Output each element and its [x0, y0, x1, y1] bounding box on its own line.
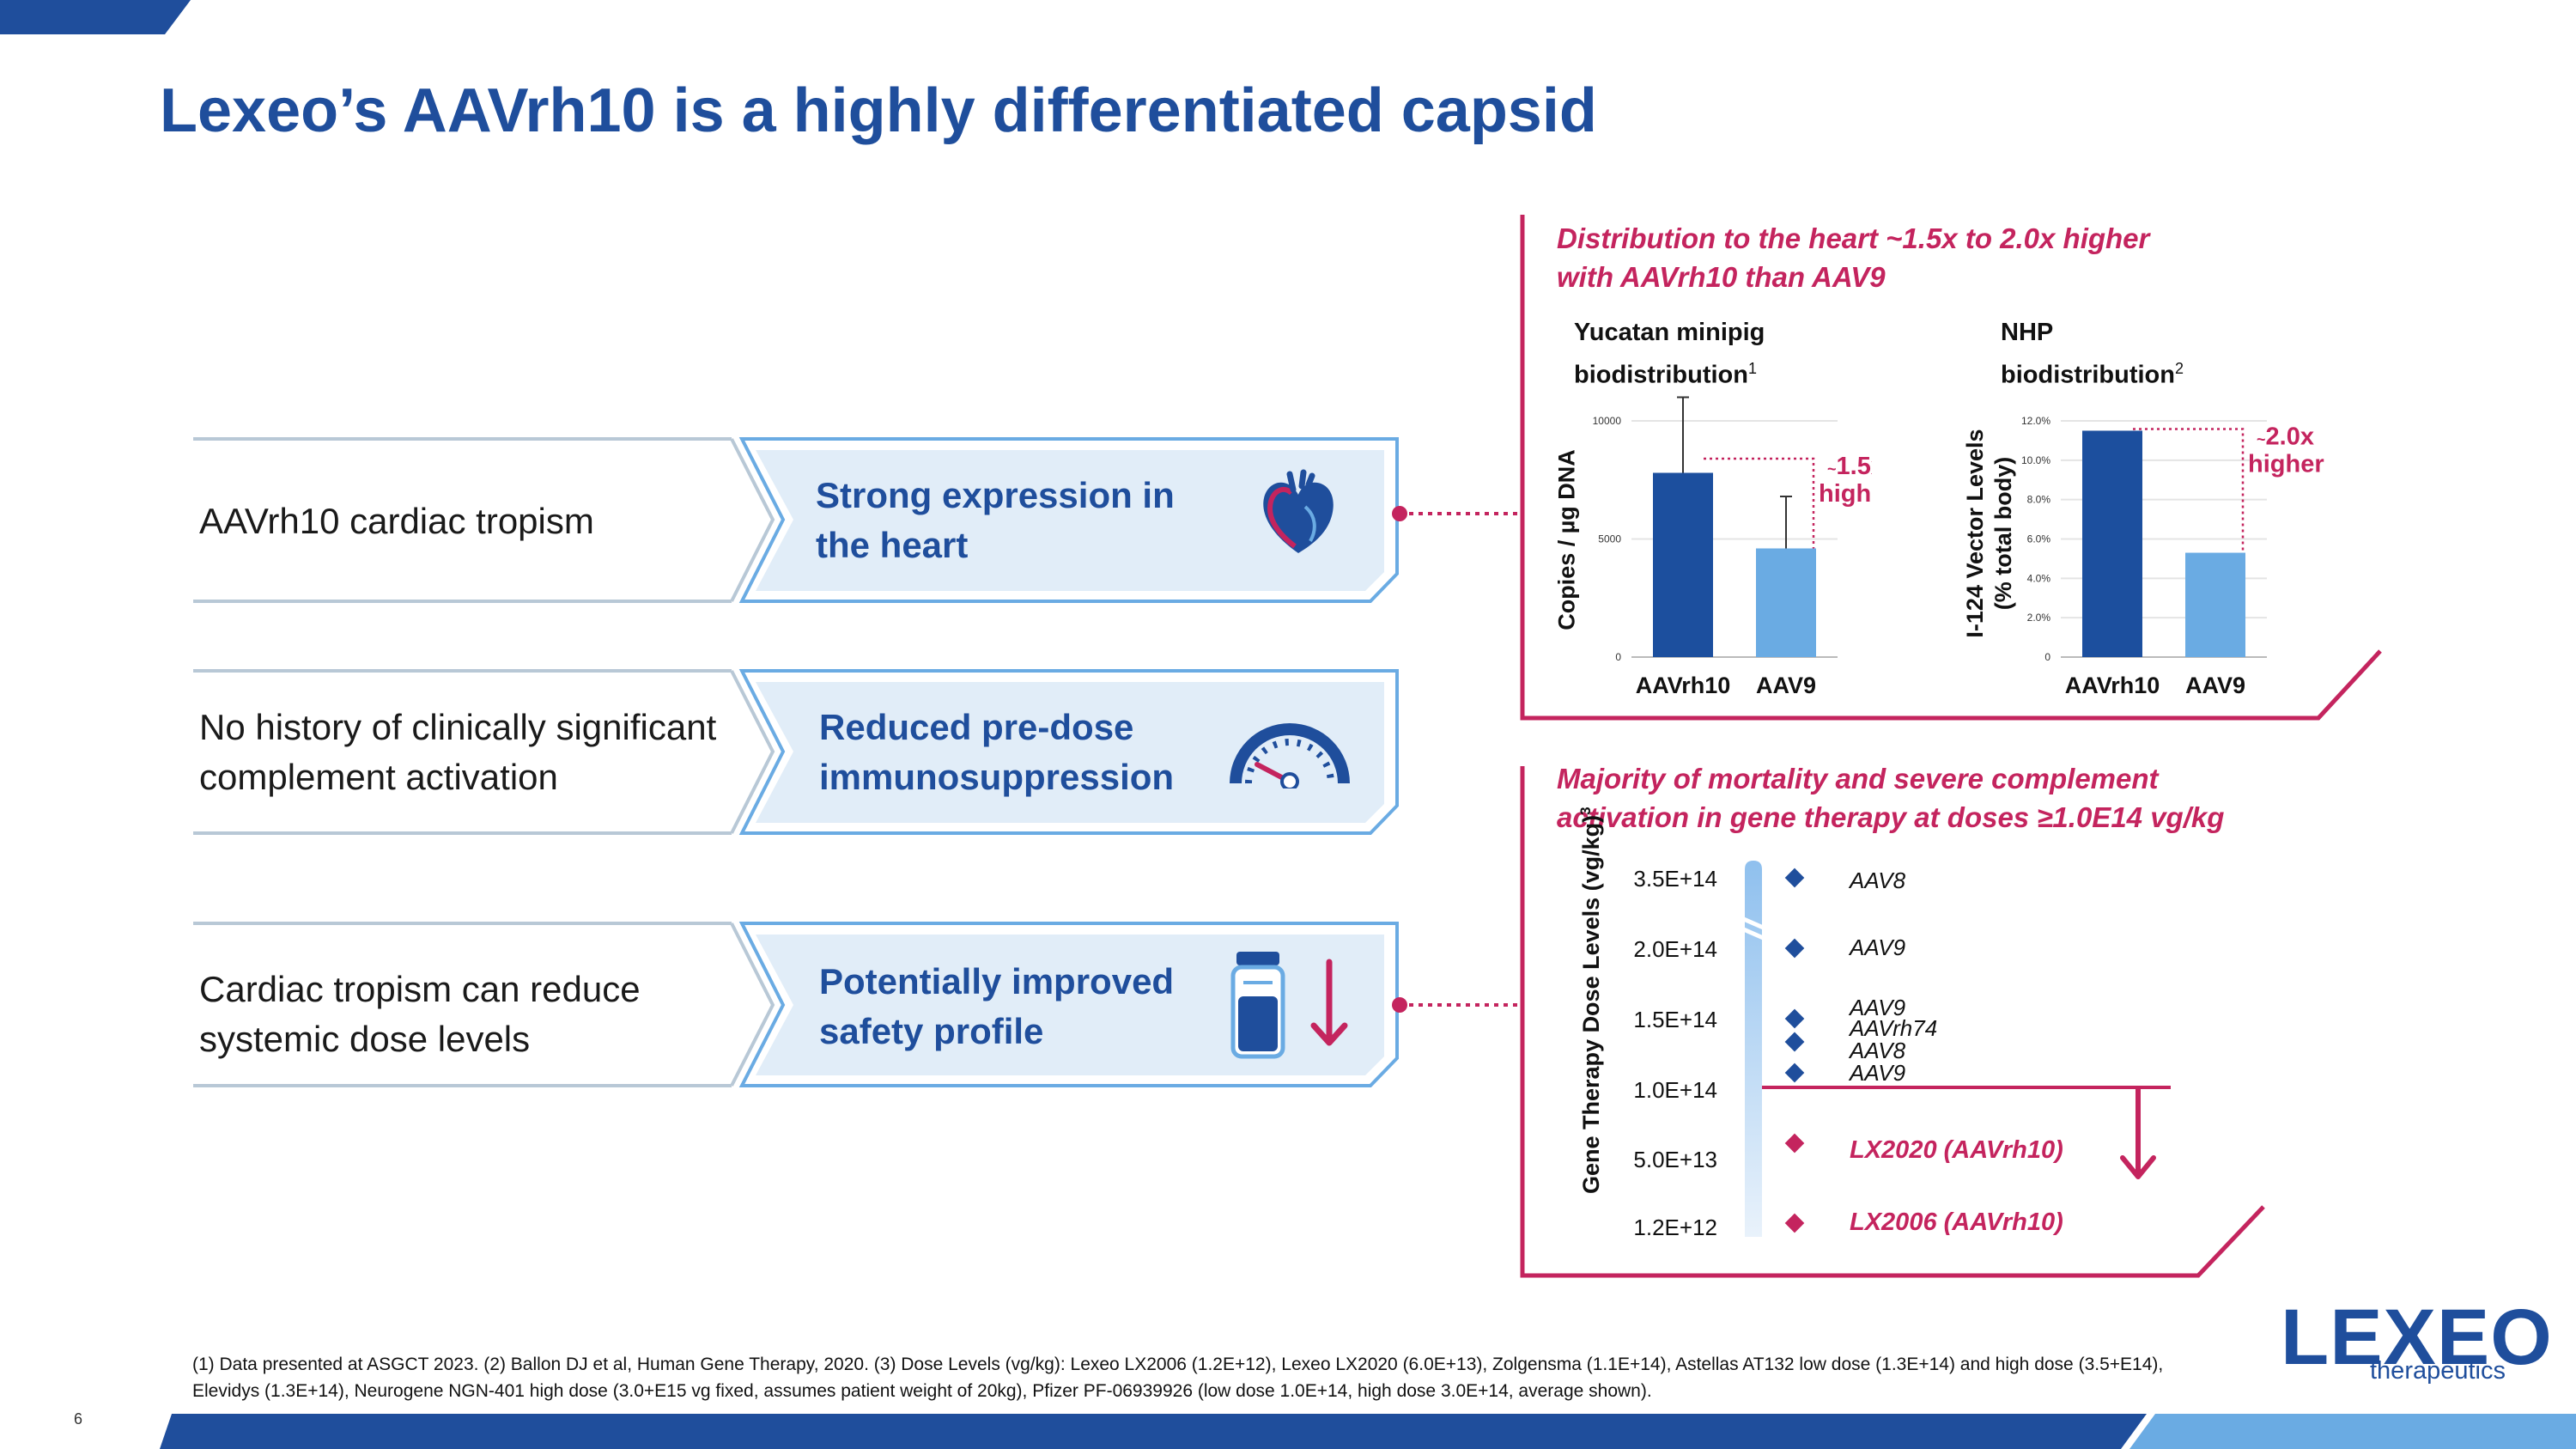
footnote: (1) Data presented at ASGCT 2023. (2) Ba…	[192, 1355, 2164, 1401]
axis-break	[1738, 925, 1769, 942]
top-accent-bar	[0, 0, 191, 34]
page-number: 6	[74, 1410, 83, 1428]
dose-tick-label: 2.0E+14	[1633, 936, 1717, 962]
annotation-text: higher	[2248, 450, 2324, 478]
row-2-left-text: No history of clinically significant comp…	[199, 707, 717, 797]
threshold-arrow-head	[2120, 1155, 2156, 1179]
rows-graphics	[193, 437, 1518, 1087]
dose-point-label: AAV8	[1848, 868, 1906, 893]
annotation-value: ~2.0x	[2257, 423, 2314, 450]
dose-tick-label: 1.2E+12	[1633, 1215, 1717, 1240]
y-tick-label: 2.0%	[2027, 612, 2051, 624]
axis-break	[1738, 915, 1769, 932]
dose-tick-label: 3.5E+14	[1633, 866, 1717, 892]
y-tick-label: 5000	[1598, 533, 1621, 545]
annotation-value: ~1.5x	[1827, 453, 1872, 480]
row-3-left-text: Cardiac tropism can reduce systemic dose …	[199, 969, 641, 1059]
dose-marker	[1784, 1213, 1805, 1233]
bottom-bar	[160, 1414, 2576, 1449]
vial-icon	[1230, 952, 1348, 1059]
chart2-svg: 0 2.0% 4.0% 6.0% 8.0% 10.0% 12.0% AAVrh10 AAV9 ~2…	[2021, 415, 2324, 698]
panel-bottom-title: Majority of mortality and severe complem…	[1557, 763, 2225, 833]
dose-point-label: AAV9	[1848, 935, 1905, 960]
bar-aav9	[2185, 552, 2245, 657]
bar-aav9	[1756, 548, 1816, 657]
chart3-svg: 3.5E+14 2.0E+14 1.5E+14 1.0E+14 5.0E+13 1.2E+…	[1633, 861, 2171, 1240]
x-tick-label: AAV9	[1756, 673, 1816, 698]
x-tick-label: AAVrh10	[2065, 673, 2160, 698]
chart2-title: NHP biodistribution2	[2001, 319, 2184, 389]
x-tick-label: AAV9	[2185, 673, 2245, 698]
dose-point-label: LX2006 (AAVrh10)	[1850, 1209, 2063, 1236]
annotation-leader	[2133, 428, 2245, 553]
row-1-left-text: AAVrh10 cardiac tropism	[199, 501, 594, 541]
dose-marker	[1784, 1062, 1805, 1083]
panel-top-title: Distribution to the heart ~1.5x to 2.0x …	[1557, 222, 2150, 293]
y-tick-label: 6.0%	[2027, 533, 2051, 545]
slide-title: Lexeo’s AAVrh10 is a highly differentiat…	[160, 76, 1597, 145]
dose-scale-column	[1745, 861, 1762, 1237]
gauge-icon	[1230, 723, 1350, 788]
bar-aavrh10	[1653, 472, 1713, 657]
dose-tick-label: 1.5E+14	[1633, 1007, 1717, 1032]
row-1-shapes	[193, 437, 1399, 603]
panel-frames	[1520, 215, 2382, 1278]
chart1-ylabel: Copies / µg DNA	[1553, 449, 1580, 630]
y-tick-label: 12.0%	[2021, 415, 2050, 427]
chart1-svg: 0 5000 10000 AAVrh10 AAV9 ~1.5xhigher	[1593, 396, 1872, 698]
y-tick-label: 0	[2044, 651, 2050, 663]
row-3-right-text: Potentially improved safety profile	[819, 961, 1175, 1051]
y-tick-label: 8.0%	[2027, 494, 2051, 506]
annotation-text: higher	[1819, 480, 1872, 508]
row-2-shapes	[193, 669, 1399, 835]
dose-marker	[1784, 868, 1805, 888]
dose-point-label: AAV9	[1848, 995, 1905, 1020]
bar-aavrh10	[2082, 430, 2142, 657]
dose-marker	[1784, 1133, 1805, 1154]
dose-tick-label: 1.0E+14	[1633, 1077, 1717, 1103]
row-1-right-text: Strong expression in the heart	[816, 475, 1175, 565]
x-tick-label: AAVrh10	[1636, 673, 1731, 698]
dose-point-label: AAV8	[1848, 1038, 1906, 1063]
annotation-leader	[1704, 457, 1815, 549]
y-tick-label: 0	[1615, 651, 1621, 663]
y-tick-label: 10.0%	[2021, 454, 2050, 466]
company-logo-tagline: therapeutics	[2370, 1357, 2506, 1385]
dose-point-label: AAVrh74	[1848, 1015, 1937, 1041]
heart-icon	[1263, 469, 1334, 553]
dose-point-label: LX2020 (AAVrh10)	[1850, 1136, 2063, 1164]
y-tick-label: 10000	[1593, 415, 1622, 427]
company-logo: LEXEO	[2281, 1294, 2553, 1381]
dose-marker	[1784, 938, 1805, 959]
dose-tick-label: 5.0E+13	[1633, 1147, 1717, 1172]
dose-marker	[1784, 1032, 1805, 1052]
dose-marker	[1784, 1008, 1805, 1029]
dose-point-label: AAV9	[1848, 1060, 1905, 1086]
row-2-right-text: Reduced pre-dose immunosuppression	[819, 707, 1175, 797]
chart1-title: Yucatan minipig biodistribution1	[1574, 319, 1765, 389]
y-tick-label: 4.0%	[2027, 572, 2051, 584]
